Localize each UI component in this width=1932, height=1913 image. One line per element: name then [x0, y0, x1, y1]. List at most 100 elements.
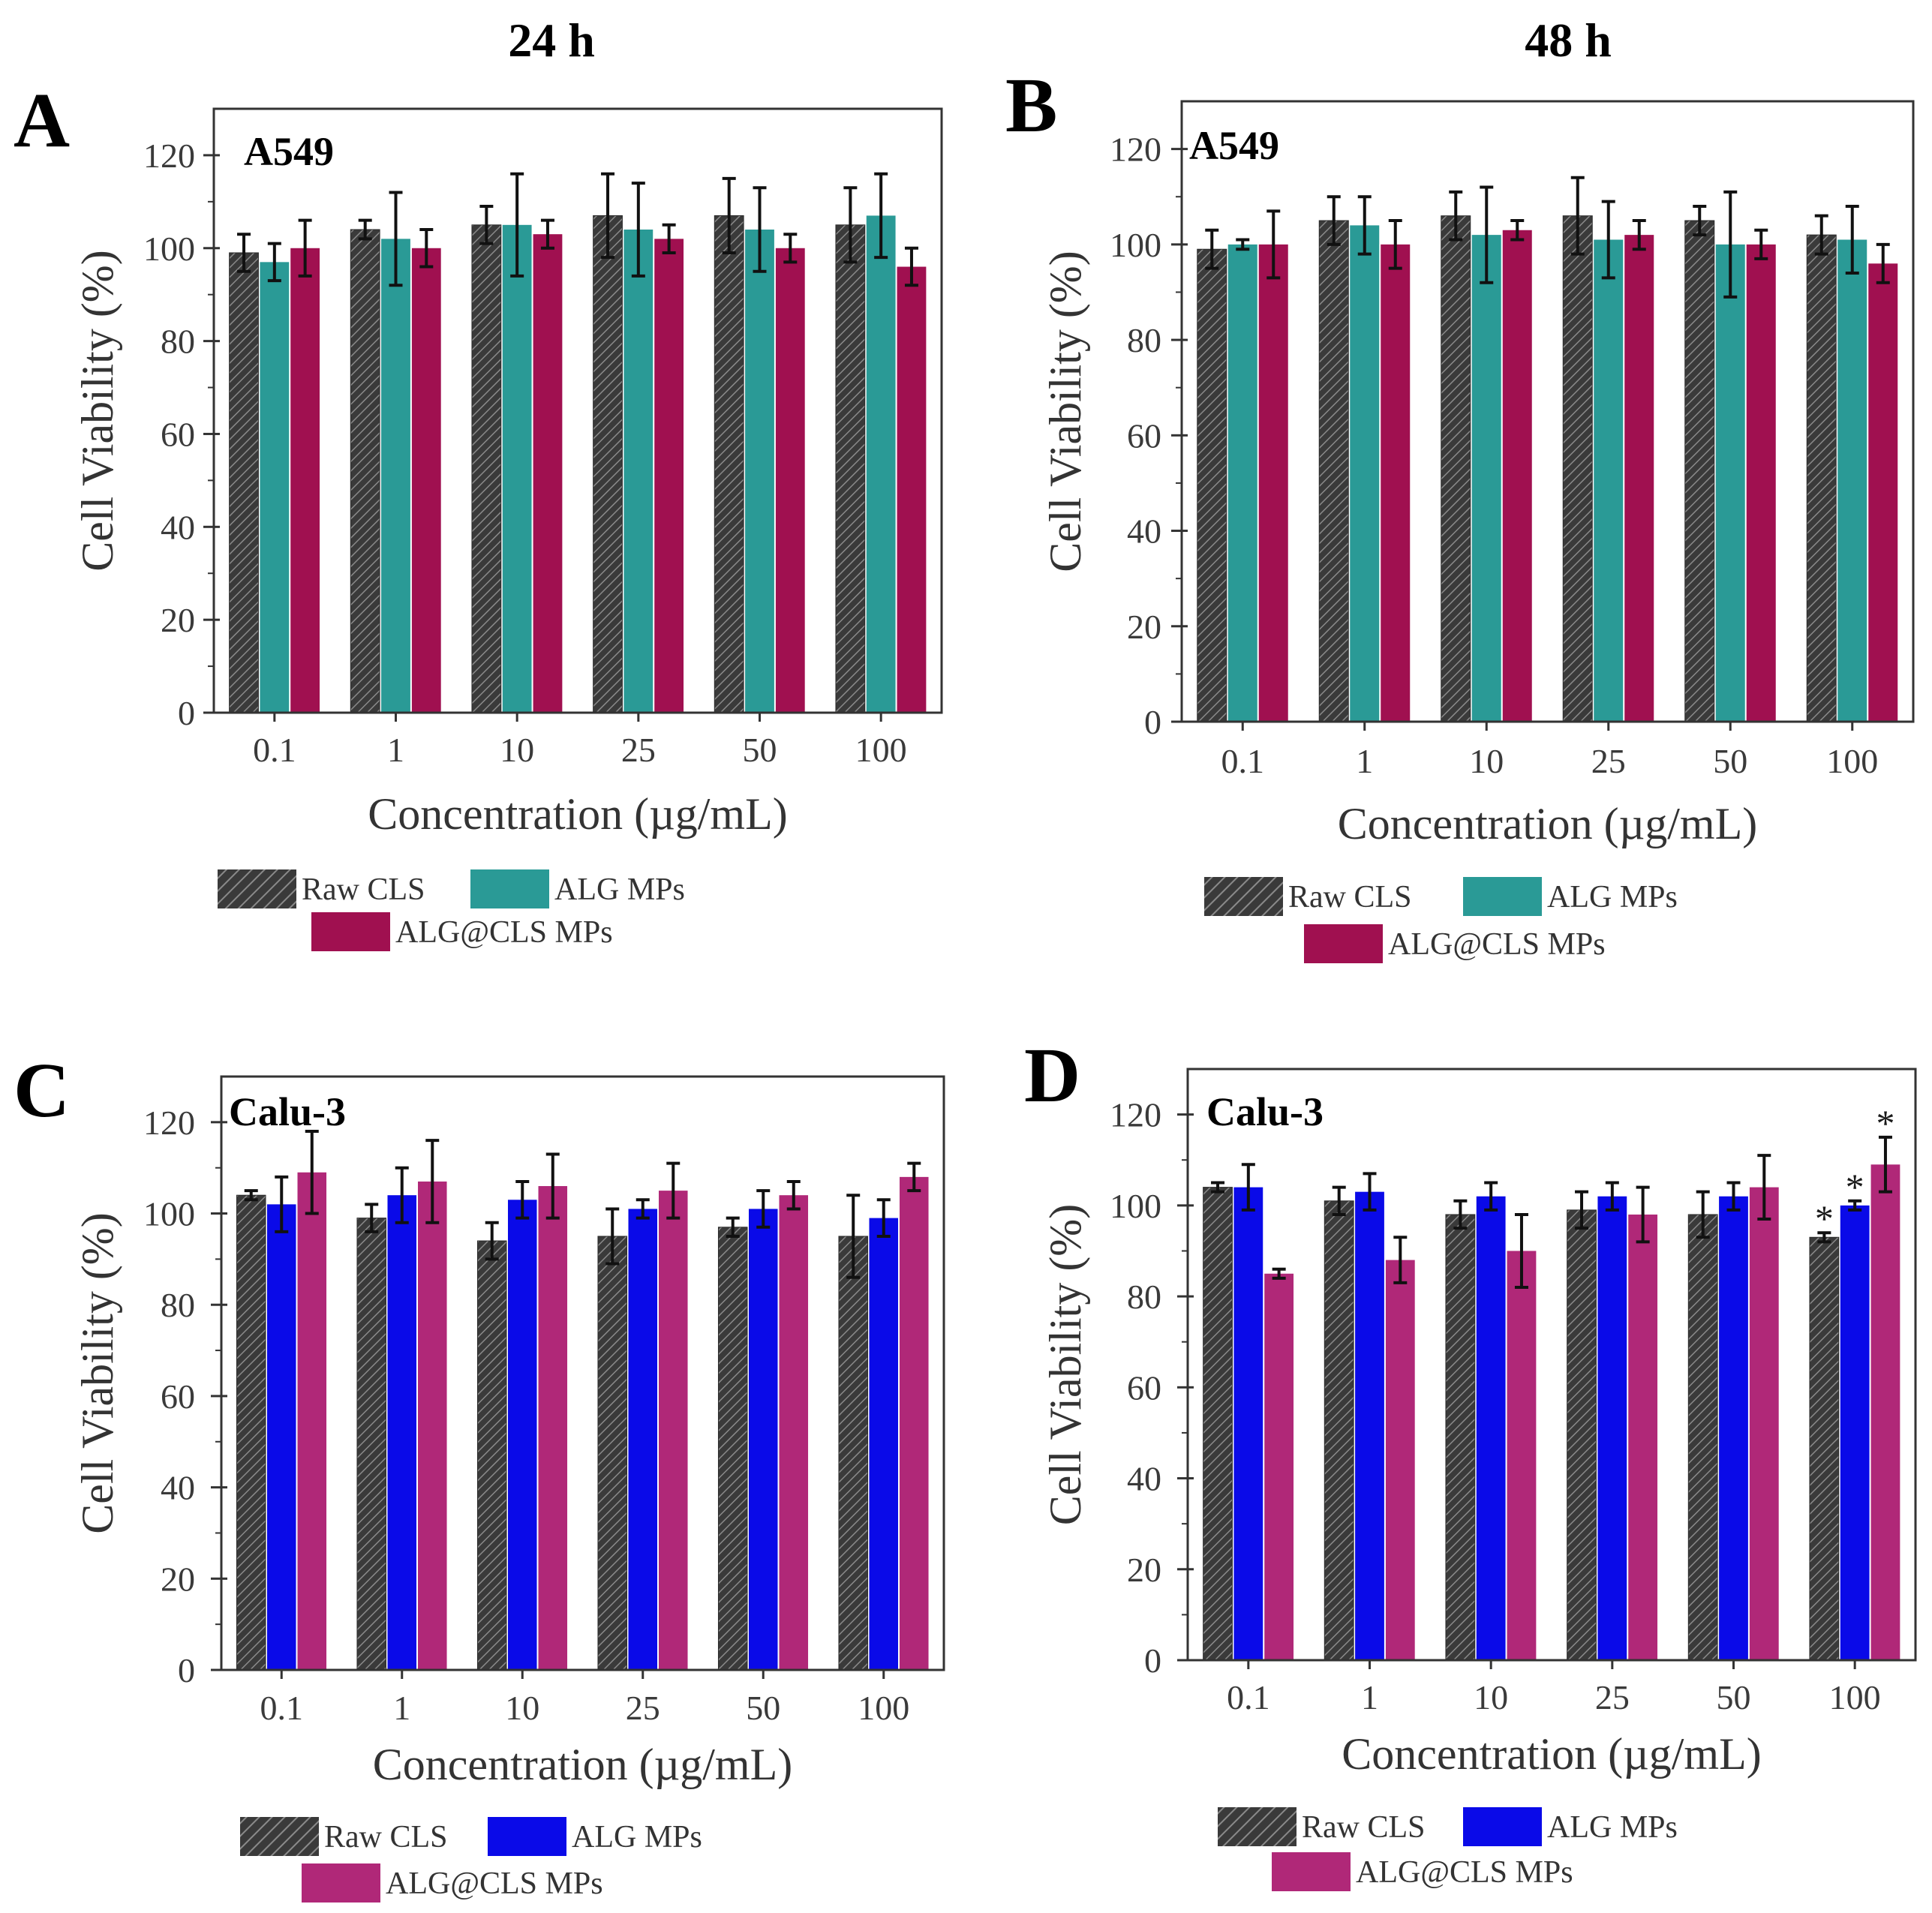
- bar-raw-cls: [236, 1194, 266, 1671]
- bar-raw-cls: [593, 215, 623, 713]
- bar-alg-cls-mps: [1870, 1164, 1900, 1660]
- panel-letter: D: [1024, 1032, 1080, 1119]
- x-axis-title: Concentration (µg/mL): [1342, 1729, 1761, 1779]
- bar-alg-mps: [628, 1209, 658, 1670]
- y-tick-label: 100: [1110, 226, 1161, 264]
- y-tick-label: 120: [143, 1104, 195, 1142]
- y-tick-label: 0: [178, 1651, 195, 1689]
- cell-line-label: Calu-3: [1206, 1089, 1324, 1134]
- y-tick-label: 60: [161, 415, 195, 453]
- y-tick-label: 60: [1127, 416, 1161, 455]
- bar-alg-cls-mps: [1749, 1187, 1779, 1660]
- x-tick-label: 25: [1595, 1678, 1630, 1716]
- y-tick-label: 120: [1110, 131, 1161, 169]
- bar-raw-cls: [714, 215, 744, 713]
- bar-alg-cls-mps: [533, 234, 563, 713]
- bar-alg-cls-mps: [1628, 1214, 1658, 1660]
- panel-d: D Calu-3 0 20 40 60 80 100 120 0.1 1 10 25 50 100 * * * Co…: [1024, 1032, 1917, 1891]
- bar-alg-cls-mps: [779, 1195, 809, 1670]
- legend-swatch: [240, 1817, 319, 1856]
- bar-alg-mps: [1233, 1187, 1263, 1660]
- y-tick-label: 120: [143, 137, 195, 175]
- bar-alg-mps: [507, 1200, 537, 1670]
- bar-raw-cls: [1441, 215, 1471, 722]
- x-tick-label: 0.1: [1227, 1678, 1270, 1716]
- x-tick-label: 100: [1826, 742, 1878, 780]
- y-tick-label: 40: [1127, 512, 1161, 551]
- panel-a: A A549 0 20 40 60 80 100 120 0.1 1 10 25 50 100 Concent…: [14, 77, 943, 951]
- legend-swatch: [218, 869, 296, 908]
- x-axis-title: Concentration (µg/mL): [373, 1740, 792, 1789]
- x-tick-label: 100: [855, 731, 907, 769]
- legend-swatch: [470, 869, 549, 908]
- bar-alg-mps: [266, 1204, 296, 1670]
- bar-alg-cls-mps: [1502, 230, 1532, 722]
- bar-alg-mps: [502, 224, 532, 713]
- y-tick-label: 20: [161, 1560, 195, 1598]
- bar-raw-cls: [1197, 248, 1227, 722]
- panel-letter: C: [14, 1047, 70, 1134]
- bar-alg-cls-mps: [418, 1181, 447, 1670]
- plot-frame: [220, 1075, 945, 1671]
- bar-alg-mps: [260, 262, 290, 713]
- bar-raw-cls: [838, 1236, 868, 1671]
- y-tick-label: 0: [178, 694, 195, 732]
- x-tick-label: 10: [1474, 1678, 1508, 1716]
- bar-alg-cls-mps: [1381, 244, 1411, 722]
- y-axis-title: Cell Viability (%): [1041, 251, 1090, 572]
- bar-alg-cls-mps: [654, 239, 684, 713]
- bar-alg-mps: [1471, 235, 1501, 722]
- plot-frame: [1180, 100, 1915, 723]
- bar-alg-cls-mps: [1264, 1273, 1294, 1660]
- y-tick-label: 100: [143, 1195, 195, 1233]
- plot-frame: [1186, 1068, 1917, 1662]
- legend-label: ALG@CLS MPs: [1388, 927, 1606, 962]
- x-tick-label: 0.1: [260, 1689, 304, 1727]
- y-axis-title: Cell Viability (%): [1041, 1204, 1090, 1526]
- x-tick-label: 50: [1717, 1678, 1751, 1716]
- legend-swatch: [1272, 1852, 1351, 1891]
- significance-star: *: [1815, 1197, 1834, 1239]
- y-tick-label: 20: [161, 601, 195, 639]
- bar-alg-mps: [866, 215, 896, 713]
- time-label-48h: 48 h: [1525, 14, 1612, 67]
- bar-alg-cls-mps: [1624, 235, 1654, 722]
- bar-alg-mps: [1350, 225, 1380, 722]
- legend-label: Raw CLS: [1302, 1810, 1426, 1845]
- legend-swatch: [1218, 1807, 1297, 1846]
- bar-raw-cls: [717, 1227, 748, 1671]
- cell-line-label: Calu-3: [229, 1089, 346, 1134]
- significance-star: *: [1846, 1166, 1864, 1208]
- y-tick-label: 80: [161, 1286, 195, 1324]
- time-label-24h: 24 h: [508, 14, 595, 67]
- x-tick-label: 10: [500, 731, 534, 769]
- panel-letter: A: [14, 77, 70, 164]
- x-tick-label: 1: [1356, 742, 1373, 780]
- y-tick-label: 0: [1144, 703, 1161, 741]
- legend-swatch: [488, 1817, 566, 1856]
- y-axis-title: Cell Viability (%): [73, 250, 122, 572]
- significance-star: *: [1876, 1102, 1894, 1144]
- bar-raw-cls: [1445, 1214, 1476, 1661]
- bar-alg-mps: [869, 1218, 899, 1670]
- legend-label: ALG@CLS MPs: [395, 915, 613, 950]
- legend-label: ALG MPs: [1547, 1810, 1678, 1845]
- bar-raw-cls: [471, 224, 502, 713]
- legend-label: Raw CLS: [1288, 880, 1412, 914]
- bar-raw-cls: [356, 1218, 386, 1671]
- bar-alg-mps: [748, 1209, 778, 1670]
- y-tick-label: 40: [1127, 1460, 1161, 1498]
- bar-raw-cls: [350, 229, 380, 713]
- x-tick-label: 50: [1713, 742, 1747, 780]
- legend-label: ALG MPs: [572, 1820, 702, 1854]
- x-tick-label: 0.1: [1221, 742, 1265, 780]
- legend-label: Raw CLS: [324, 1820, 448, 1854]
- x-tick-label: 50: [746, 1689, 780, 1727]
- bar-alg-mps: [381, 239, 410, 713]
- x-tick-label: 25: [621, 731, 656, 769]
- legend-swatch: [1463, 877, 1542, 916]
- bar-alg-mps: [1719, 1196, 1748, 1660]
- bar-alg-cls-mps: [1746, 244, 1776, 722]
- legend-label: Raw CLS: [302, 872, 425, 907]
